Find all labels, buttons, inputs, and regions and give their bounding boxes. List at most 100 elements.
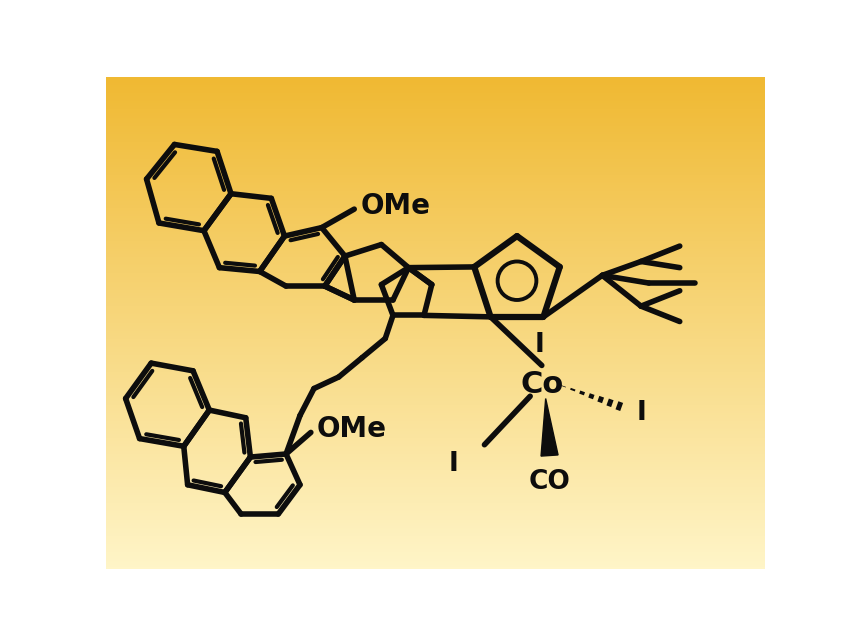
Bar [106,227,765,231]
Bar [106,308,765,311]
Bar [106,436,765,439]
Bar [106,111,765,114]
Bar [106,497,765,500]
Bar [106,316,765,320]
Bar [106,142,765,146]
Bar [106,560,765,564]
Bar [106,310,765,313]
Bar [106,185,765,189]
Bar [106,360,765,364]
Bar [106,254,765,257]
Bar [106,349,765,352]
Bar [106,475,765,479]
Bar [106,134,765,137]
Bar [106,389,765,392]
Bar [106,233,765,236]
Bar [106,459,765,462]
Bar [106,348,765,351]
Bar [106,333,765,336]
Bar [106,85,765,88]
Bar [106,329,765,332]
Bar [106,298,765,302]
Bar [106,167,765,170]
Bar [106,487,765,490]
Bar [106,382,765,385]
Bar [106,397,765,400]
Bar [106,469,765,472]
Bar [106,249,765,252]
Bar [106,136,765,139]
Bar [106,375,765,378]
Bar [106,311,765,314]
Bar [106,123,765,126]
Bar [106,204,765,208]
Bar [106,470,765,473]
Bar [106,95,765,98]
Text: I: I [449,451,459,477]
Bar [106,200,765,203]
Bar [106,125,765,128]
Bar [106,256,765,259]
Bar [106,473,765,477]
Bar [106,90,765,93]
Bar [106,427,765,431]
Bar [106,334,765,337]
Bar [106,369,765,372]
Bar [106,174,765,177]
Bar [106,285,765,288]
Bar [106,413,765,416]
Bar [106,272,765,275]
Bar [106,108,765,111]
Bar [106,431,765,435]
Bar [106,492,765,495]
Bar [106,566,765,569]
Bar [106,148,765,150]
Bar [106,213,765,216]
Text: I: I [638,400,647,426]
Bar [106,175,765,178]
Bar [106,114,765,118]
Bar [106,485,765,488]
Bar [106,401,765,404]
Bar [106,385,765,389]
Bar [106,323,765,326]
Bar [106,378,765,381]
Bar [106,221,765,224]
Bar [106,91,765,95]
Bar [106,354,765,357]
Text: Co: Co [520,370,564,399]
Bar [106,556,765,559]
Bar [106,93,765,96]
Bar [106,273,765,277]
Bar [106,246,765,249]
Bar [106,346,765,349]
Bar [106,119,765,123]
Polygon shape [541,399,558,456]
Bar [106,268,765,272]
Bar [106,239,765,242]
Bar [106,507,765,510]
Bar [106,178,765,181]
Bar [106,288,765,291]
Bar [106,418,765,421]
Bar [106,341,765,344]
Bar [106,169,765,172]
Bar [106,137,765,141]
Bar [106,82,765,85]
Bar [106,450,765,454]
Bar [106,549,765,552]
Bar [106,296,765,300]
Bar [106,244,765,247]
Bar [106,364,765,367]
Bar [106,195,765,198]
Bar [106,343,765,346]
Bar [106,144,765,147]
Bar [106,426,765,429]
Bar [106,160,765,164]
Bar [106,212,765,215]
Bar [106,392,765,395]
Bar [106,423,765,426]
Bar [106,291,765,295]
Bar [106,531,765,534]
Bar [106,198,765,201]
